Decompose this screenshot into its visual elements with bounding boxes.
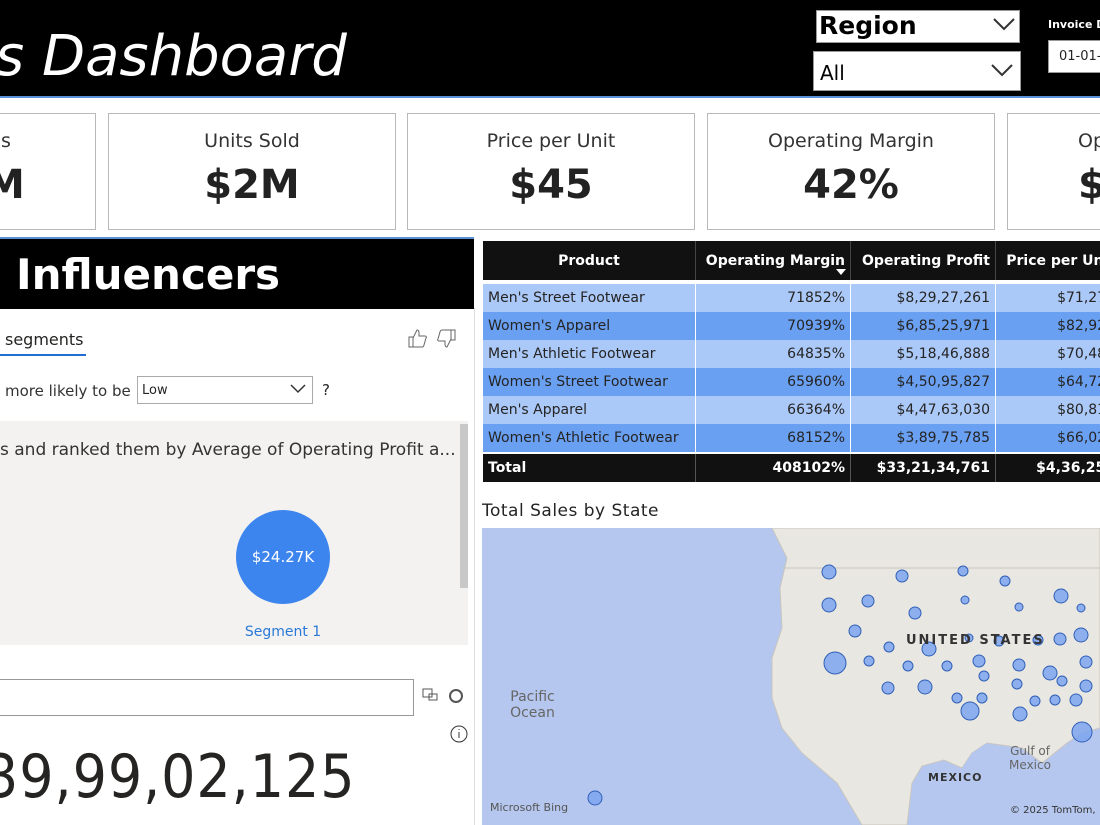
cell: 66364% [695, 396, 851, 424]
total-cell: $4,36,250 [995, 453, 1100, 482]
map-label: Gulf of Mexico [1009, 744, 1051, 772]
cell: $8,29,27,261 [850, 284, 996, 312]
total-cell: $33,21,34,761 [850, 453, 996, 482]
table-row: Women's Athletic Footwear 68152% $3,89,75,… [483, 424, 1100, 453]
kpi-title: s [1, 130, 11, 152]
kpi-value: $2M [204, 162, 300, 208]
cell: $6,85,25,971 [850, 312, 996, 340]
cell: 68152% [695, 424, 851, 453]
cell: $82,924 [995, 312, 1100, 340]
kpi-title: Operating Margin [768, 130, 934, 152]
tab[interactable]: segments [5, 330, 84, 349]
kpi-title: Op [1078, 130, 1100, 152]
chevron [993, 18, 1015, 31]
segment-area [0, 421, 468, 645]
cell: Men's Apparel [483, 396, 696, 424]
kpi-value: M [0, 162, 95, 208]
total-cell: 408102% [695, 453, 851, 482]
cell: Men's Street Footwear [483, 284, 696, 312]
table: Product Operating Margin Operating Profit P… [483, 241, 1100, 482]
influencer-header [0, 237, 474, 309]
kpi-value: $ [1008, 162, 1100, 208]
influencer-title: Influencers [16, 250, 281, 299]
cell: $4,47,63,030 [850, 396, 996, 424]
column-header: Price per Unit [995, 241, 1100, 280]
map-label: MEXICO [928, 771, 983, 784]
kpi-card: Units Sold $2M [108, 113, 396, 230]
kpi-card: Price per Unit $45 [407, 113, 695, 230]
cell: Women's Athletic Footwear [483, 424, 696, 453]
date-value[interactable]: 01-01- [1048, 40, 1100, 73]
tab-underline [0, 354, 86, 356]
column-header: Operating Profit [850, 241, 996, 280]
cell: Women's Street Footwear [483, 368, 696, 396]
search-box[interactable] [0, 679, 414, 716]
kpi-title: Price per Unit [486, 130, 616, 152]
cell: 65960% [695, 368, 851, 396]
region-value[interactable]: All [813, 51, 1021, 91]
cell: 64835% [695, 340, 851, 368]
kpi-value: $45 [509, 162, 593, 208]
cell: $80,817 [995, 396, 1100, 424]
kpi-card: sM [0, 113, 96, 230]
region-label[interactable]: Region [816, 10, 1020, 43]
toolbar-icons[interactable] [421, 686, 469, 748]
segment-bubble[interactable]: $24.27K [236, 510, 330, 604]
column-header: Operating Margin [695, 241, 851, 280]
dashboard-title: s Dashboard [0, 24, 347, 89]
segment-label[interactable]: Segment 1 [244, 624, 322, 640]
cell: $66,027 [995, 424, 1100, 453]
scrollbar[interactable] [460, 424, 468, 588]
cell: $3,89,75,785 [850, 424, 996, 453]
date-label: Invoice Da [1048, 18, 1100, 31]
map-label: UNITED STATES [906, 633, 1045, 648]
column-header: Product [483, 241, 696, 280]
map: Microsoft Bing © 2025 TomTom, © [482, 528, 1100, 825]
cell: 71852% [695, 284, 851, 312]
attribution: © 2025 TomTom, © [1010, 805, 1100, 816]
chevron [290, 384, 306, 394]
total-cell: Total [483, 453, 696, 482]
attribution: Microsoft Bing [490, 801, 568, 814]
map-label: Pacific Ocean [510, 689, 555, 721]
cell: $64,726 [995, 368, 1100, 396]
cell: $71,271 [995, 284, 1100, 312]
map-title: Total Sales by State [482, 501, 660, 521]
sort-indicator [836, 269, 846, 275]
kpi-card: Op $ [1007, 113, 1100, 230]
feedback-icons[interactable] [406, 328, 458, 350]
product-table: Product Operating Margin Operating Profit P… [483, 241, 1100, 483]
chevron [991, 64, 1013, 77]
dropdown[interactable]: Low [137, 376, 313, 404]
help[interactable]: ? [322, 381, 330, 399]
cell: $5,18,46,888 [850, 340, 996, 368]
cell: $4,50,95,827 [850, 368, 996, 396]
table-row: Men's Athletic Footwear 64835% $5,18,46,88… [483, 340, 1100, 368]
kpi-value: 42% [803, 162, 899, 208]
cell: Women's Apparel [483, 312, 696, 340]
table-row: Women's Street Footwear 65960% $4,50,95,82… [483, 368, 1100, 396]
description: s and ranked them by Average of Operatin… [0, 440, 455, 460]
prompt: more likely to be [5, 382, 131, 400]
influencer-panel [0, 308, 475, 825]
big-number: 39,99,02,125 [0, 742, 356, 812]
cell: $70,485 [995, 340, 1100, 368]
cell: Men's Athletic Footwear [483, 340, 696, 368]
cell: 70939% [695, 312, 851, 340]
table-row: Men's Street Footwear 71852% $8,29,27,261 $… [483, 284, 1100, 312]
header-row: Product Operating Margin Operating Profit P… [483, 241, 1100, 280]
kpi-title: Units Sold [204, 130, 300, 152]
kpi-card: Operating Margin 42% [707, 113, 995, 230]
